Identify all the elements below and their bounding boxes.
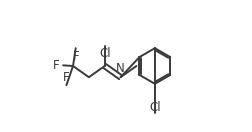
Text: N: N [116,62,124,75]
Text: F: F [53,59,60,72]
Text: F: F [63,71,70,84]
Text: F: F [73,50,79,62]
Text: Cl: Cl [99,47,110,60]
Text: Cl: Cl [148,101,160,114]
